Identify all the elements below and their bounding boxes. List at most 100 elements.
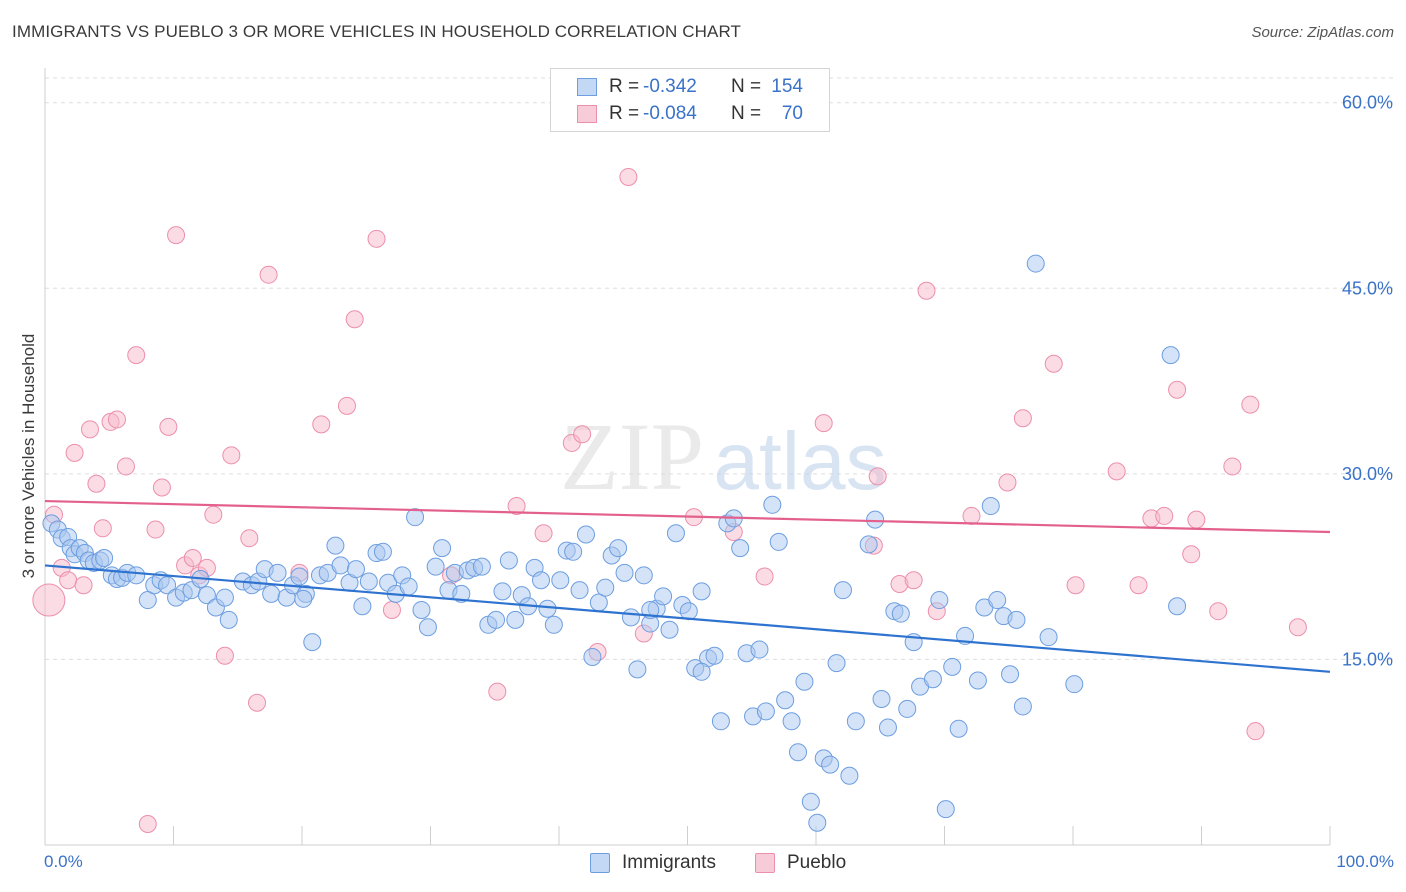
pueblo-swatch <box>577 105 597 123</box>
pueblo-point <box>1209 602 1228 621</box>
immigrants-point <box>801 792 820 811</box>
immigrants-swatch <box>577 78 597 96</box>
immigrants-point <box>943 657 962 676</box>
immigrants-point <box>968 671 987 690</box>
immigrants-point <box>731 539 750 558</box>
pueblo-point <box>1013 409 1032 428</box>
immigrants-point <box>294 589 313 608</box>
pueblo-point <box>755 567 774 586</box>
immigrants-point <box>158 576 177 595</box>
immigrants-point <box>1168 597 1187 616</box>
immigrants-point <box>399 577 418 596</box>
immigrants-point <box>1065 675 1084 694</box>
immigrants-point <box>782 712 801 731</box>
immigrants-point <box>615 563 634 582</box>
immigrants-point <box>846 712 865 731</box>
immigrants-point <box>219 610 238 629</box>
immigrants-point <box>499 551 518 570</box>
r-label: R = <box>609 76 640 97</box>
immigrants-trend-line <box>44 564 1331 673</box>
pueblo-point <box>183 548 202 567</box>
pueblo-point <box>534 524 553 543</box>
legend-label-immigrants: Immigrants <box>622 852 716 873</box>
immigrants-point <box>711 712 730 731</box>
immigrants-point <box>487 610 506 629</box>
pueblo-point <box>248 693 267 712</box>
pueblo-point <box>619 167 638 186</box>
pueblo-point <box>382 600 401 619</box>
pueblo-point <box>215 646 234 665</box>
immigrants-point <box>596 578 615 597</box>
pueblo-point <box>80 420 99 439</box>
n-label: N = <box>731 76 762 97</box>
immigrants-point <box>923 670 942 689</box>
immigrants-point <box>538 599 557 618</box>
immigrants-point <box>583 647 602 666</box>
pueblo-point <box>573 425 592 444</box>
pueblo-point <box>159 417 178 436</box>
pueblo-point <box>65 443 84 462</box>
immigrants-point <box>930 591 949 610</box>
pueblo-point <box>1241 395 1260 414</box>
immigrants-point <box>406 508 425 527</box>
immigrants-point <box>705 646 724 665</box>
pueblo-point <box>1182 545 1201 564</box>
immigrants-point <box>821 755 840 774</box>
pueblo-point <box>1168 380 1187 399</box>
pueblo-point <box>998 473 1017 492</box>
pueblo-point <box>904 571 923 590</box>
immigrants-point <box>576 525 595 544</box>
immigrants-point <box>769 532 788 551</box>
pueblo-point <box>1288 618 1307 637</box>
immigrants-point <box>373 542 392 561</box>
pueblo-point <box>367 229 386 248</box>
pueblo-point <box>1187 510 1206 529</box>
n-value: 70 <box>781 103 803 124</box>
pueblo-point <box>1223 457 1242 476</box>
chart-source: Source: ZipAtlas.com <box>1251 24 1394 41</box>
r-label: R = <box>609 103 640 124</box>
immigrants-point <box>692 662 711 681</box>
immigrants-point <box>628 660 647 679</box>
immigrants-point <box>564 542 583 561</box>
immigrants-point <box>544 615 563 634</box>
pueblo-point <box>240 529 259 548</box>
immigrants-point <box>988 591 1007 610</box>
immigrants-point <box>1161 346 1180 365</box>
immigrants-point <box>426 557 445 576</box>
pueblo-point <box>138 814 157 833</box>
y-tick-label: 30.0% <box>1342 464 1393 484</box>
immigrants-point <box>833 581 852 600</box>
gridlines <box>45 77 1395 660</box>
n-value: 154 <box>771 76 803 97</box>
immigrants-point <box>866 510 885 529</box>
immigrants-point <box>878 718 897 737</box>
immigrants-point <box>303 633 322 652</box>
immigrants-point <box>666 524 685 543</box>
chart-title: IMMIGRANTS VS PUEBLO 3 OR MORE VEHICLES … <box>12 22 741 41</box>
immigrants-point <box>1013 697 1032 716</box>
pueblo-point <box>167 226 186 245</box>
immigrants-point <box>621 608 640 627</box>
immigrants-point <box>290 567 309 586</box>
immigrants-point <box>570 581 589 600</box>
immigrants-point <box>949 719 968 738</box>
immigrants-point <box>756 702 775 721</box>
immigrants-point <box>859 535 878 554</box>
pueblo-point <box>507 497 526 516</box>
y-tick-label: 45.0% <box>1342 278 1393 298</box>
r-value: -0.342 <box>643 76 697 97</box>
pueblo-point <box>1066 576 1085 595</box>
immigrants-point <box>472 557 491 576</box>
immigrants-point <box>634 566 653 585</box>
pueblo-point <box>312 415 331 434</box>
pueblo-point <box>107 410 126 429</box>
immigrants-point <box>654 587 673 606</box>
pueblo-point <box>116 457 135 476</box>
pueblo-point <box>59 571 78 590</box>
immigrants-point <box>532 571 551 590</box>
y-tick-labels: 15.0% 30.0% 45.0% 60.0% <box>1342 93 1393 670</box>
immigrants-swatch <box>590 853 610 873</box>
immigrants-point <box>452 584 471 603</box>
